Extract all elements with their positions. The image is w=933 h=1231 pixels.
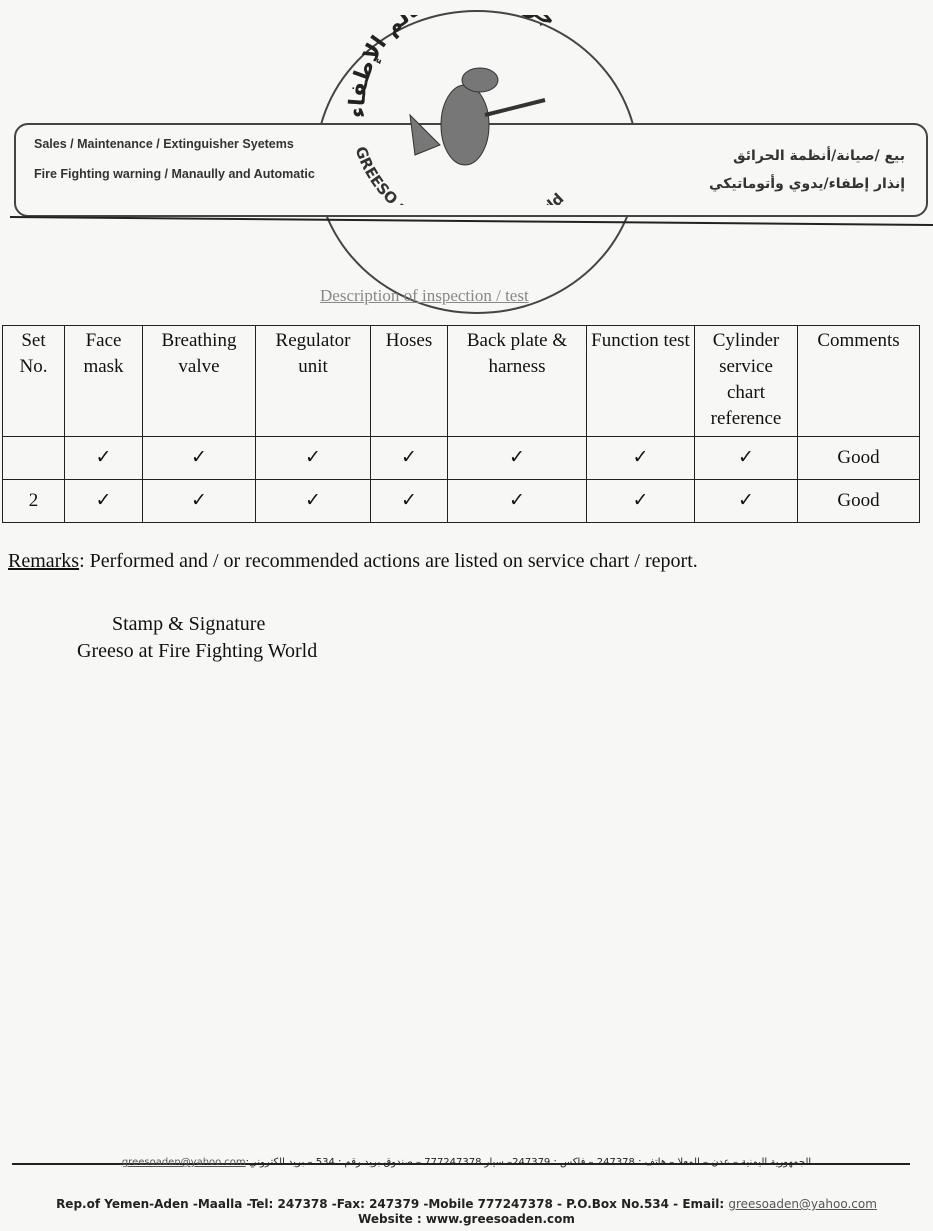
cell-check: ✓ <box>694 436 798 480</box>
cell-check: ✓ <box>694 479 798 523</box>
cell-check: ✓ <box>64 436 143 480</box>
table-row: 2 ✓ ✓ ✓ ✓ ✓ ✓ ✓ Good <box>2 479 920 523</box>
cell-check: ✓ <box>586 479 695 523</box>
cell-set-no: 2 <box>2 479 65 523</box>
footer-email-link[interactable]: greesoaden@yahoo.com <box>728 1197 877 1211</box>
table-header-row: Set No. Face mask Breathing valve Regula… <box>2 325 920 437</box>
remarks-label: Remarks <box>8 550 80 572</box>
footer-website[interactable]: Website : www.greesoaden.com <box>358 1212 575 1226</box>
cell-check: ✓ <box>142 479 256 523</box>
footer-divider <box>12 1163 910 1165</box>
services-line-2: Fire Fighting warning / Manaully and Aut… <box>34 167 315 181</box>
header-back-plate: Back plate & harness <box>447 325 587 437</box>
section-title: Description of inspection / test <box>320 286 529 305</box>
remarks-text: : Performed and / or recommended actions… <box>79 550 698 572</box>
cell-check: ✓ <box>64 479 143 523</box>
cell-set-no <box>2 436 65 480</box>
header-hoses: Hoses <box>370 325 448 437</box>
header-function-test: Function test <box>586 325 695 437</box>
remarks: Remarks: Performed and / or recommended … <box>8 550 698 573</box>
cell-check: ✓ <box>255 436 371 480</box>
cell-check: ✓ <box>586 436 695 480</box>
footer-arabic-line: الجمهورية اليمنية – عدن – المعلا – هاتف … <box>0 1157 933 1168</box>
logo-emblem: جريسو في عالم الإطفاء GREESO at Fire Fig… <box>345 15 567 205</box>
services-arabic-1: بيع /صيانة/أنظمة الحرائق <box>733 148 905 164</box>
dinosaur-firefighter-icon <box>409 67 546 166</box>
cell-check: ✓ <box>370 436 448 480</box>
header-face-mask: Face mask <box>64 325 143 437</box>
inspection-table: Set No. Face mask Breathing valve Regula… <box>2 325 920 523</box>
cell-comment: Good <box>797 436 920 480</box>
services-line-1: Sales / Maintenance / Extinguisher Syete… <box>34 137 294 151</box>
footer-arabic-email-link[interactable]: greesoaden@yahoo.com <box>121 1157 246 1168</box>
cell-check: ✓ <box>370 479 448 523</box>
header-set-no: Set No. <box>2 325 65 437</box>
header-comments: Comments <box>797 325 920 437</box>
cell-comment: Good <box>797 479 920 523</box>
footer-arabic-text: الجمهورية اليمنية – عدن – المعلا – هاتف … <box>245 1157 812 1168</box>
footer-contact-text: Rep.of Yemen-Aden -Maalla -Tel: 247378 -… <box>56 1197 729 1211</box>
signature-line-1: Stamp & Signature <box>112 613 266 635</box>
table-row: ✓ ✓ ✓ ✓ ✓ ✓ ✓ Good <box>2 436 920 480</box>
footer-english-line: Rep.of Yemen-Aden -Maalla -Tel: 247378 -… <box>0 1197 933 1211</box>
cell-check: ✓ <box>447 479 587 523</box>
signature-line-2: Greeso at Fire Fighting World <box>77 640 318 662</box>
services-arabic-2: إنذار إطفاء/يدوي وأتوماتيكي <box>709 176 905 192</box>
header-regulator-unit: Regulator unit <box>255 325 371 437</box>
cell-check: ✓ <box>255 479 371 523</box>
cell-check: ✓ <box>142 436 256 480</box>
header-cylinder-chart: Cylinder service chart reference <box>694 325 798 437</box>
cell-check: ✓ <box>447 436 587 480</box>
header-breathing-valve: Breathing valve <box>142 325 256 437</box>
